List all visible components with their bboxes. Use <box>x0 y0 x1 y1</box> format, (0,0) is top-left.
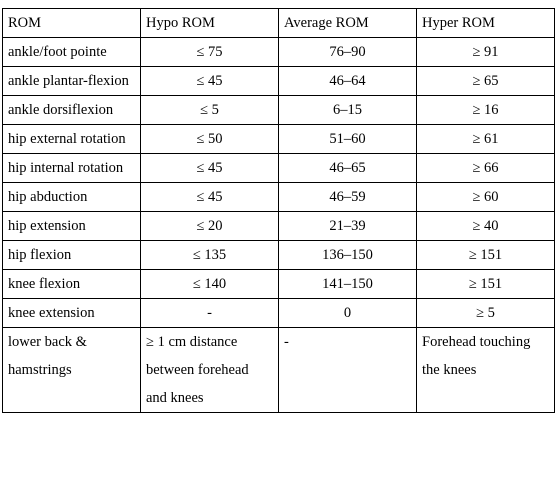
cell-hyper: ≥ 61 <box>416 124 555 154</box>
cell-average: 6–15 <box>278 95 417 125</box>
cell-hyper: ≥ 40 <box>416 211 555 241</box>
cell-hypo: ≤ 45 <box>140 182 279 212</box>
cell-average: - <box>278 327 417 413</box>
cell-hypo: ≤ 45 <box>140 153 279 183</box>
cell-hypo: ≥ 1 cm distance between forehead and kne… <box>140 327 279 413</box>
cell-average: 46–65 <box>278 153 417 183</box>
cell-rom: hip extension <box>2 211 141 241</box>
cell-average: 141–150 <box>278 269 417 299</box>
cell-rom: ankle/foot pointe <box>2 37 141 67</box>
rom-table: ROM Hypo ROM Average ROM Hyper ROM ankle… <box>2 8 555 413</box>
header-average-rom: Average ROM <box>278 8 417 38</box>
cell-rom: hip flexion <box>2 240 141 270</box>
header-hyper-rom: Hyper ROM <box>416 8 555 38</box>
cell-average: 21–39 <box>278 211 417 241</box>
table-row: ankle dorsiflexion ≤ 5 6–15 ≥ 16 <box>2 95 555 125</box>
cell-hypo: ≤ 135 <box>140 240 279 270</box>
cell-hypo: ≤ 45 <box>140 66 279 96</box>
cell-rom: ankle plantar-flexion <box>2 66 141 96</box>
header-rom: ROM <box>2 8 141 38</box>
cell-hyper: ≥ 60 <box>416 182 555 212</box>
table-header-row: ROM Hypo ROM Average ROM Hyper ROM <box>2 8 555 38</box>
cell-hyper: Forehead touching the knees <box>416 327 555 413</box>
table-row: hip internal rotation ≤ 45 46–65 ≥ 66 <box>2 153 555 183</box>
table-row: hip external rotation ≤ 50 51–60 ≥ 61 <box>2 124 555 154</box>
cell-hyper: ≥ 16 <box>416 95 555 125</box>
table-row: ankle/foot pointe ≤ 75 76–90 ≥ 91 <box>2 37 555 67</box>
table-row: lower back & hamstrings ≥ 1 cm distance … <box>2 327 555 413</box>
cell-rom: ankle dorsiflexion <box>2 95 141 125</box>
cell-average: 46–64 <box>278 66 417 96</box>
cell-hyper: ≥ 65 <box>416 66 555 96</box>
cell-hypo: ≤ 20 <box>140 211 279 241</box>
cell-hyper: ≥ 5 <box>416 298 555 328</box>
cell-hyper: ≥ 151 <box>416 269 555 299</box>
cell-hypo: ≤ 75 <box>140 37 279 67</box>
header-hypo-rom: Hypo ROM <box>140 8 279 38</box>
cell-rom: hip abduction <box>2 182 141 212</box>
cell-hypo: ≤ 50 <box>140 124 279 154</box>
cell-rom: hip internal rotation <box>2 153 141 183</box>
table-row: ankle plantar-flexion ≤ 45 46–64 ≥ 65 <box>2 66 555 96</box>
cell-hypo: ≤ 140 <box>140 269 279 299</box>
cell-rom: hip external rotation <box>2 124 141 154</box>
cell-average: 76–90 <box>278 37 417 67</box>
table-row: hip abduction ≤ 45 46–59 ≥ 60 <box>2 182 555 212</box>
table-row: hip extension ≤ 20 21–39 ≥ 40 <box>2 211 555 241</box>
cell-rom: lower back & hamstrings <box>2 327 141 413</box>
cell-hyper: ≥ 151 <box>416 240 555 270</box>
cell-average: 136–150 <box>278 240 417 270</box>
table-row: knee extension - 0 ≥ 5 <box>2 298 555 328</box>
cell-rom: knee flexion <box>2 269 141 299</box>
table-row: knee flexion ≤ 140 141–150 ≥ 151 <box>2 269 555 299</box>
table-row: hip flexion ≤ 135 136–150 ≥ 151 <box>2 240 555 270</box>
cell-rom: knee extension <box>2 298 141 328</box>
cell-hyper: ≥ 91 <box>416 37 555 67</box>
cell-hypo: ≤ 5 <box>140 95 279 125</box>
cell-hypo: - <box>140 298 279 328</box>
cell-average: 0 <box>278 298 417 328</box>
cell-hyper: ≥ 66 <box>416 153 555 183</box>
rom-table-container: ROM Hypo ROM Average ROM Hyper ROM ankle… <box>2 8 555 413</box>
cell-average: 51–60 <box>278 124 417 154</box>
cell-average: 46–59 <box>278 182 417 212</box>
